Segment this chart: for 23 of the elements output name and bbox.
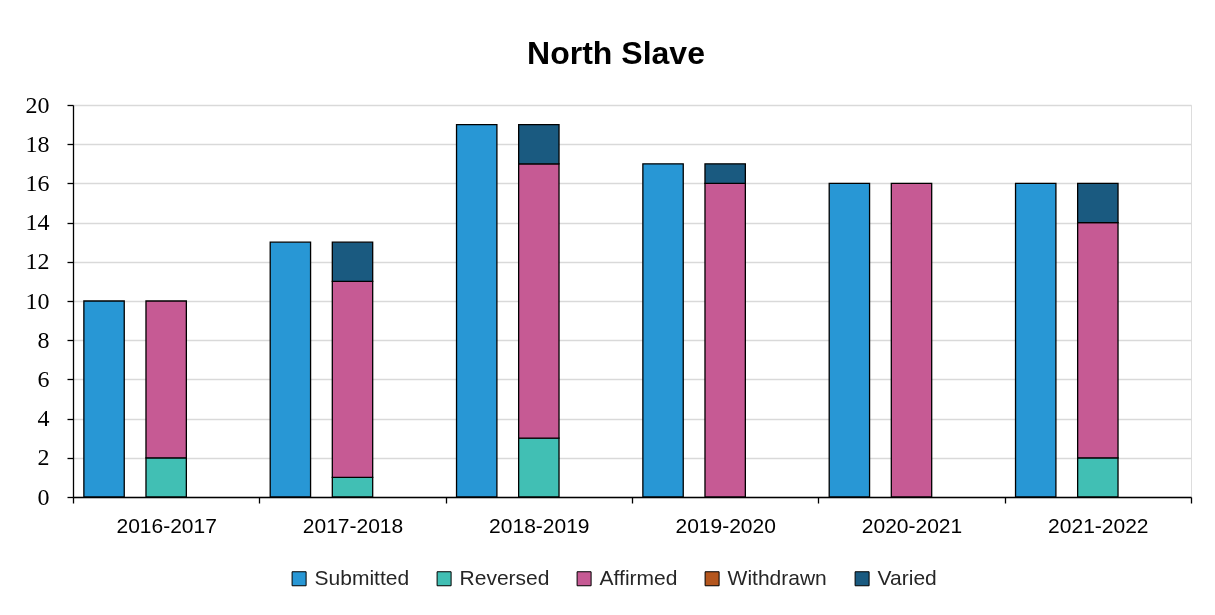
x-tick-label: 2021-2022 — [1048, 513, 1149, 537]
x-tick-label: 2016-2017 — [116, 513, 217, 537]
y-tick-label: 4 — [37, 405, 50, 432]
y-tick-label: 16 — [25, 169, 50, 196]
y-tick-label: 12 — [25, 248, 50, 275]
y-tick-label: 10 — [25, 287, 50, 314]
legend-label: Varied — [877, 565, 937, 589]
y-tick-label: 18 — [25, 130, 50, 157]
legend-label: Withdrawn — [727, 565, 827, 589]
x-tick-label: 2017-2018 — [302, 513, 404, 537]
y-tick-label: 6 — [37, 365, 50, 392]
y-tick-label: 0 — [37, 483, 50, 510]
x-tick-label: 2020-2021 — [861, 513, 963, 537]
legend-label: Affirmed — [599, 565, 678, 589]
legend-label: Reversed — [459, 565, 550, 589]
x-tick-label: 2018-2019 — [489, 513, 590, 537]
y-tick-label: 2 — [37, 444, 50, 471]
x-tick-label: 2019-2020 — [675, 513, 776, 537]
y-tick-label: 20 — [25, 91, 50, 118]
legend-label: Submitted — [314, 565, 410, 589]
y-tick-label: 8 — [37, 326, 50, 353]
y-tick-label: 14 — [25, 209, 50, 236]
chart-title: North Slave — [527, 35, 705, 71]
